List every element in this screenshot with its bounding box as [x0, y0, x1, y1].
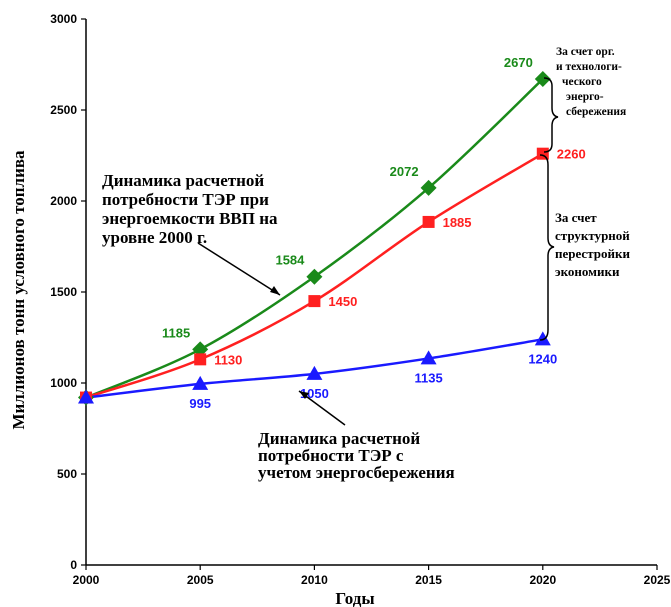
bracket-top-line: и технологи-	[556, 61, 622, 73]
bracket-top-line: За счет орг.	[556, 46, 615, 58]
data-label: 995	[189, 396, 211, 411]
bracket-bottom-line: структурной	[555, 228, 630, 243]
square-marker	[422, 215, 435, 228]
annotation-upper-line: уровне 2000 г.	[102, 228, 207, 247]
y-tick-label: 1000	[50, 376, 77, 390]
data-label: 1135	[414, 370, 442, 385]
data-label: 1450	[328, 294, 357, 309]
square-marker	[194, 353, 207, 366]
annotation-arrow-lower	[298, 390, 346, 426]
annotation-arrowhead-upper	[270, 286, 280, 295]
annotation-upper: Динамика расчетной потребности ТЭР при э…	[102, 171, 282, 247]
annotation-upper-line: Динамика расчетной	[102, 171, 264, 190]
diamond-marker	[306, 268, 323, 285]
x-tick-label: 2010	[301, 573, 328, 587]
bracket-bottom-line: За счет	[555, 210, 597, 225]
x-tick-label: 2020	[529, 573, 556, 587]
bracket-bottom-line: экономики	[555, 264, 620, 279]
bracket-upper	[543, 77, 559, 153]
y-tick-label: 2500	[50, 103, 77, 117]
annotation-arrowhead-lower	[299, 391, 309, 399]
annotation-bracket-bottom: За счет структурной перестройки экономик…	[555, 210, 633, 279]
annotation-upper-line: потребности ТЭР при	[102, 190, 269, 209]
bracket-top-line: сбережения	[566, 106, 626, 118]
diamond-marker	[534, 71, 551, 88]
x-tick-label: 2025	[644, 573, 671, 587]
y-tick-label: 2000	[50, 194, 77, 208]
annotation-lower-line: Динамика расчетной	[258, 429, 420, 448]
y-tick-label: 1500	[50, 285, 77, 299]
data-label: 1584	[275, 253, 305, 268]
data-label: 1240	[528, 351, 557, 366]
data-label: 2670	[504, 55, 533, 70]
bracket-lower	[539, 154, 555, 341]
annotation-lower-line: потребности ТЭР с	[258, 446, 404, 465]
data-label: 1885	[443, 215, 472, 230]
y-tick-label: 0	[70, 558, 77, 572]
x-axis-ticks: 2000 2005 2010 2015 2020 2025	[73, 565, 671, 587]
annotation-upper-line: энергоемкости ВВП на	[102, 209, 278, 228]
diamond-marker	[192, 341, 209, 358]
y-axis-title: Миллионов тонн условного топлива	[9, 150, 28, 430]
data-label: 1185	[162, 325, 190, 340]
data-label: 1130	[214, 352, 242, 367]
triangle-marker	[534, 331, 551, 346]
bracket-top-line: энерго-	[566, 91, 604, 103]
annotation-arrow-upper	[197, 242, 281, 296]
y-axis-ticks: 0 500 1000 1500 2000 2500 3000	[50, 12, 86, 572]
annotation-bracket-top: За счет орг. и технологи- ческого энерго…	[556, 46, 626, 118]
x-axis-title: Годы	[335, 589, 374, 607]
data-label: 2072	[390, 164, 419, 179]
series-group	[78, 71, 551, 406]
bracket-top-line: ческого	[562, 76, 602, 88]
y-tick-label: 500	[57, 467, 77, 481]
square-marker	[308, 295, 321, 308]
annotation-lower-line: учетом энергосбережения	[258, 463, 455, 482]
bracket-bottom-line: перестройки	[555, 246, 630, 261]
x-tick-label: 2015	[415, 573, 442, 587]
data-label: 2260	[557, 147, 586, 162]
triangle-marker	[420, 350, 437, 365]
annotation-lower: Динамика расчетной потребности ТЭР с уче…	[258, 429, 455, 482]
triangle-marker	[306, 365, 323, 380]
diamond-marker	[420, 179, 437, 196]
data-labels: 1185158420722670113014501885226099510501…	[162, 55, 586, 411]
x-tick-label: 2000	[73, 573, 100, 587]
x-tick-label: 2005	[187, 573, 214, 587]
triangle-marker	[78, 389, 94, 404]
triangle-marker	[192, 375, 209, 390]
y-tick-label: 3000	[50, 12, 77, 26]
